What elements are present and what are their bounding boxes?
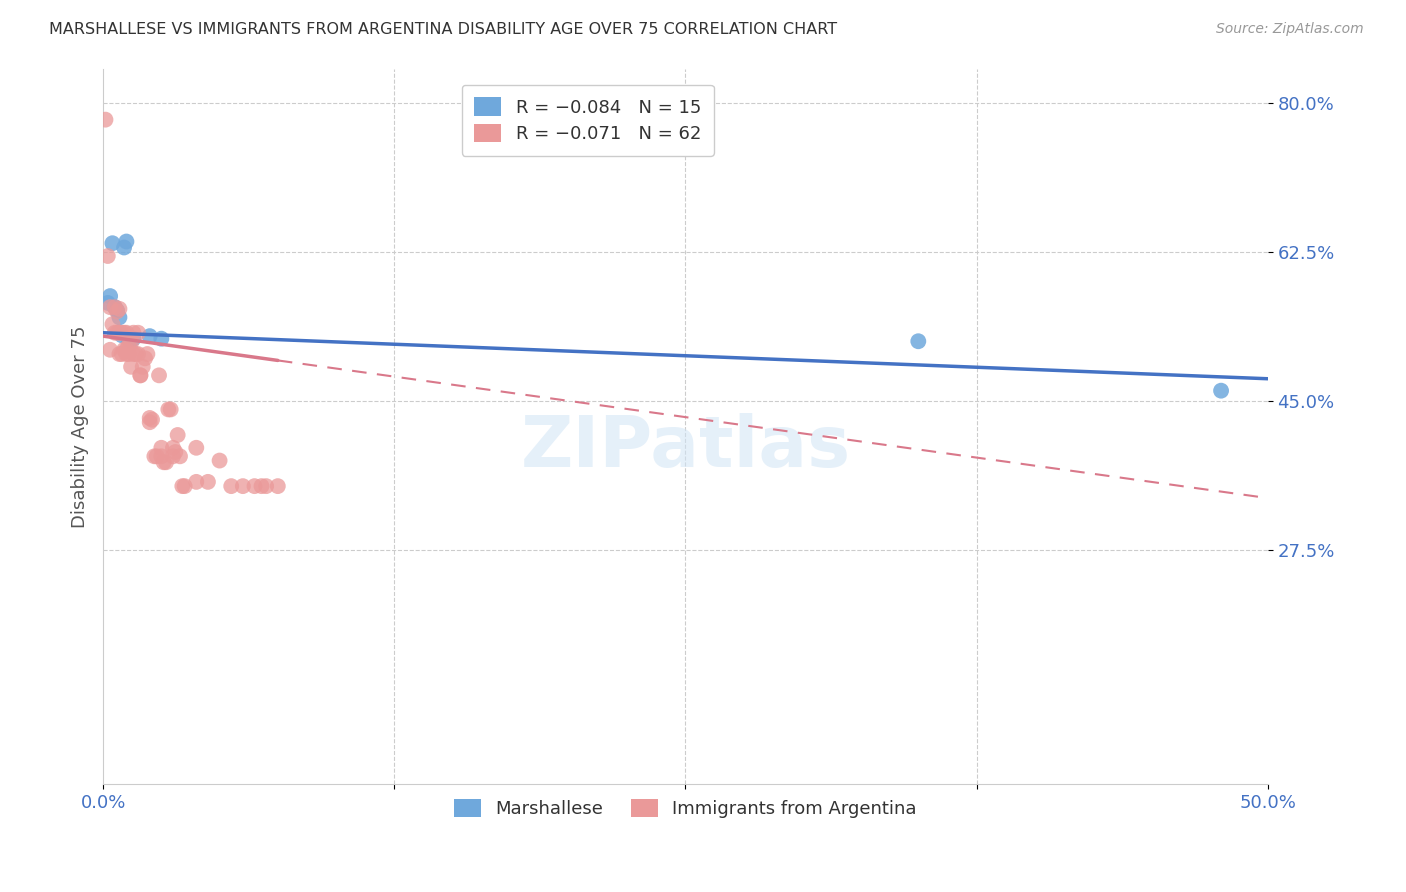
Point: [98, 300, 121, 314]
Point: [254, 479, 277, 493]
Point: [108, 301, 131, 316]
Point: [101, 236, 124, 251]
Point: [120, 359, 142, 374]
Point: [105, 304, 128, 318]
Point: [243, 479, 266, 493]
Point: [219, 479, 242, 493]
Point: [132, 359, 155, 374]
Point: [98, 343, 121, 357]
Point: [112, 343, 135, 357]
Point: [94, 112, 117, 127]
Point: [136, 347, 159, 361]
Point: [907, 334, 929, 349]
Point: [162, 450, 184, 464]
Point: [134, 351, 156, 366]
Point: [111, 328, 134, 343]
Point: [173, 479, 195, 493]
Point: [122, 347, 145, 361]
Point: [129, 368, 152, 383]
Point: [104, 300, 127, 314]
Point: [155, 455, 177, 469]
Point: [267, 479, 290, 493]
Point: [138, 329, 160, 343]
Point: [122, 332, 145, 346]
Point: [150, 332, 173, 346]
Point: [127, 326, 149, 340]
Point: [108, 310, 131, 325]
Point: [157, 402, 180, 417]
Point: [105, 326, 128, 340]
Text: Source: ZipAtlas.com: Source: ZipAtlas.com: [1216, 22, 1364, 37]
Point: [169, 450, 191, 464]
Point: [159, 402, 181, 417]
Point: [115, 343, 138, 357]
Point: [104, 300, 127, 314]
Point: [145, 450, 167, 464]
Point: [104, 326, 127, 340]
Point: [197, 475, 219, 489]
Text: MARSHALLESE VS IMMIGRANTS FROM ARGENTINA DISABILITY AGE OVER 75 CORRELATION CHAR: MARSHALLESE VS IMMIGRANTS FROM ARGENTINA…: [49, 22, 838, 37]
Point: [143, 450, 166, 464]
Point: [112, 240, 135, 254]
Point: [118, 333, 141, 347]
Point: [101, 317, 124, 331]
Point: [105, 303, 128, 318]
Point: [108, 347, 131, 361]
Point: [152, 455, 174, 469]
Point: [122, 326, 145, 340]
Point: [172, 479, 194, 493]
Point: [111, 347, 134, 361]
Point: [141, 412, 163, 426]
Point: [118, 347, 141, 361]
Point: [1209, 384, 1232, 398]
Point: [118, 338, 141, 352]
Point: [115, 347, 138, 361]
Point: [165, 445, 187, 459]
Point: [111, 326, 134, 340]
Point: [150, 450, 173, 464]
Point: [150, 441, 173, 455]
Point: [120, 335, 142, 350]
Point: [166, 428, 188, 442]
Point: [138, 415, 160, 429]
Point: [138, 411, 160, 425]
Point: [186, 441, 208, 455]
Point: [97, 249, 120, 263]
Point: [232, 479, 254, 493]
Y-axis label: Disability Age Over 75: Disability Age Over 75: [72, 326, 89, 528]
Text: ZIPatlas: ZIPatlas: [520, 414, 851, 483]
Point: [148, 368, 170, 383]
Legend: Marshallese, Immigrants from Argentina: Marshallese, Immigrants from Argentina: [447, 792, 924, 825]
Point: [250, 479, 273, 493]
Point: [162, 441, 184, 455]
Point: [97, 296, 120, 310]
Point: [115, 235, 138, 249]
Point: [125, 347, 148, 361]
Point: [127, 347, 149, 361]
Point: [208, 453, 231, 467]
Point: [112, 326, 135, 340]
Point: [98, 289, 121, 303]
Point: [186, 475, 208, 489]
Point: [129, 368, 152, 383]
Point: [108, 326, 131, 340]
Point: [115, 326, 138, 340]
